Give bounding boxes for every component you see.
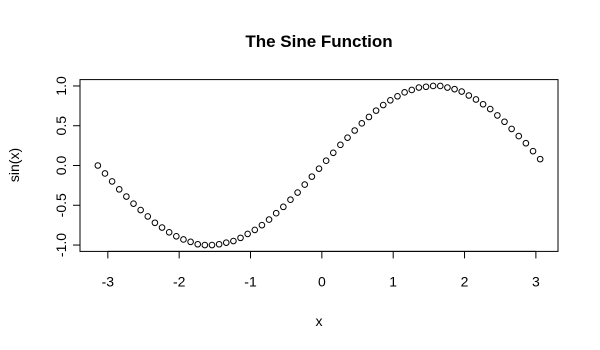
y-tick-label: -1.0 xyxy=(53,233,69,257)
point xyxy=(230,237,237,245)
point xyxy=(465,92,473,99)
point xyxy=(408,86,416,94)
point xyxy=(130,200,137,207)
point xyxy=(208,241,216,249)
x-tick-label: -1 xyxy=(244,273,257,289)
point xyxy=(451,85,458,93)
point xyxy=(137,206,144,214)
point xyxy=(315,165,323,172)
point xyxy=(173,232,180,240)
x-tick-label: -3 xyxy=(102,273,115,289)
point xyxy=(101,170,109,177)
point xyxy=(301,181,309,188)
point xyxy=(194,240,202,248)
point xyxy=(372,107,380,114)
point xyxy=(401,89,408,96)
point xyxy=(379,101,387,109)
point xyxy=(251,226,259,234)
point xyxy=(501,118,508,126)
point xyxy=(429,82,437,90)
point xyxy=(108,178,116,185)
point xyxy=(344,134,351,141)
y-tick-label: 0.5 xyxy=(53,116,69,136)
point xyxy=(222,239,230,246)
point xyxy=(308,173,316,180)
y-axis-label: sin(x) xyxy=(6,148,22,182)
point xyxy=(515,132,523,140)
point xyxy=(201,241,209,249)
y-tick-label: 1.0 xyxy=(53,76,69,96)
point xyxy=(536,155,544,163)
point xyxy=(115,186,123,193)
x-tick-label: 1 xyxy=(389,273,397,289)
point xyxy=(486,105,494,113)
point xyxy=(458,88,465,95)
point xyxy=(280,203,287,211)
point xyxy=(358,120,366,127)
point xyxy=(351,127,358,134)
x-tick-label: 0 xyxy=(318,273,326,289)
point xyxy=(158,224,166,231)
point xyxy=(494,112,501,119)
point xyxy=(444,84,451,91)
x-axis-label: x xyxy=(316,313,323,329)
x-tick-label: -2 xyxy=(173,273,186,289)
point xyxy=(215,240,223,248)
point xyxy=(180,236,187,243)
point xyxy=(387,96,394,104)
point xyxy=(187,238,194,246)
point xyxy=(337,141,344,149)
point xyxy=(365,113,373,121)
chart-title: The Sine Function xyxy=(245,32,392,51)
point xyxy=(529,147,537,155)
point xyxy=(329,149,337,157)
point xyxy=(272,209,280,217)
point xyxy=(123,193,130,200)
x-tick-label: 2 xyxy=(461,273,469,289)
point xyxy=(522,139,530,147)
point xyxy=(436,82,444,90)
point xyxy=(144,213,152,220)
point xyxy=(472,96,480,103)
point xyxy=(294,189,301,196)
point xyxy=(265,216,273,223)
point xyxy=(258,221,266,229)
point xyxy=(508,125,515,133)
point xyxy=(287,196,294,204)
point xyxy=(394,93,401,100)
y-tick-label: 0.0 xyxy=(53,156,69,176)
point xyxy=(479,100,487,108)
point xyxy=(151,219,159,227)
y-tick-label: -0.5 xyxy=(53,193,69,217)
point xyxy=(237,234,244,242)
point xyxy=(322,157,330,165)
point xyxy=(94,162,102,169)
point xyxy=(422,83,430,91)
point xyxy=(415,84,423,91)
point xyxy=(165,229,173,236)
point xyxy=(244,230,251,238)
x-tick-label: 3 xyxy=(532,273,540,289)
